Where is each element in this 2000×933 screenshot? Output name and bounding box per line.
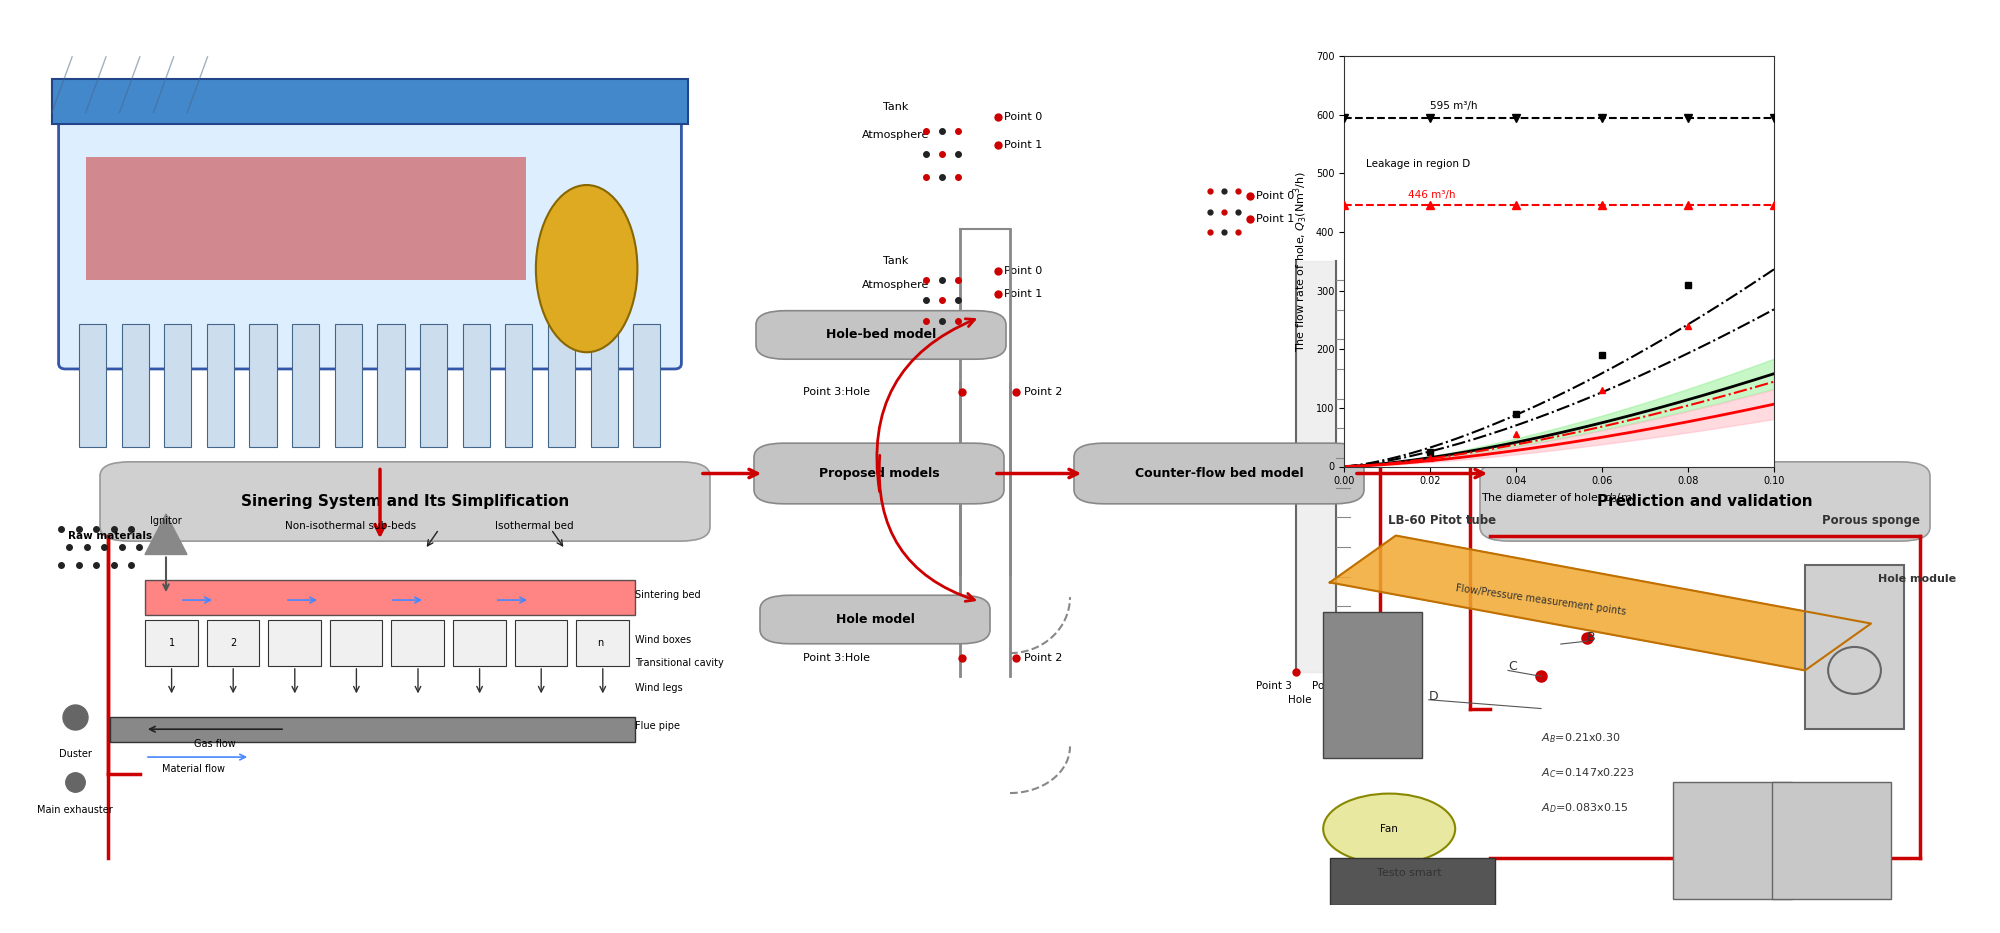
Bar — [268, 620, 320, 666]
Text: Point 2: Point 2 — [1312, 681, 1348, 691]
Text: C: C — [1508, 661, 1516, 674]
Text: $A_B$=0.21x0.30: $A_B$=0.21x0.30 — [1540, 731, 1620, 745]
Bar — [86, 157, 526, 280]
Bar — [206, 325, 234, 447]
Text: Hole model: Hole model — [836, 613, 914, 626]
Polygon shape — [1330, 536, 1872, 671]
Text: Point 0: Point 0 — [1004, 112, 1042, 121]
Text: Atmosphere: Atmosphere — [862, 280, 930, 289]
Y-axis label: The flow rate of hole, $Q_3$(Nm$^3$/h): The flow rate of hole, $Q_3$(Nm$^3$/h) — [1292, 171, 1310, 352]
Text: Point 1: Point 1 — [1004, 289, 1042, 299]
Text: Point 0: Point 0 — [1004, 266, 1042, 275]
Text: Flue pipe: Flue pipe — [636, 721, 680, 731]
Text: Point 2: Point 2 — [1024, 653, 1062, 662]
Text: Material flow: Material flow — [162, 764, 226, 774]
Bar — [110, 717, 636, 742]
Bar — [334, 325, 362, 447]
Text: Fan: Fan — [1380, 824, 1398, 834]
Bar — [392, 620, 444, 666]
Text: Tank: Tank — [884, 257, 908, 266]
Text: 595 m³/h: 595 m³/h — [1430, 101, 1478, 111]
Bar — [122, 325, 148, 447]
Text: Point 2: Point 2 — [1024, 387, 1062, 397]
Bar — [420, 325, 448, 447]
Text: Prediction and validation: Prediction and validation — [1598, 494, 1812, 509]
X-axis label: The diameter of hole, $d_3$(m): The diameter of hole, $d_3$(m) — [1480, 492, 1638, 506]
Bar — [1674, 782, 1792, 899]
FancyBboxPatch shape — [1480, 462, 1930, 541]
Text: Hole-bed model: Hole-bed model — [826, 328, 936, 341]
Bar — [548, 325, 576, 447]
Ellipse shape — [1324, 794, 1456, 864]
Text: Main exhauster: Main exhauster — [38, 805, 112, 815]
Text: Sinering System and Its Simplification: Sinering System and Its Simplification — [240, 494, 570, 509]
FancyBboxPatch shape — [760, 595, 990, 644]
Text: Point 3: Point 3 — [1256, 681, 1292, 691]
Bar — [250, 325, 276, 447]
Text: n: n — [596, 637, 604, 648]
Text: 2: 2 — [230, 637, 236, 648]
Bar — [378, 325, 404, 447]
Text: D: D — [1428, 689, 1438, 703]
Text: $A_D$=0.083x0.15: $A_D$=0.083x0.15 — [1540, 801, 1628, 815]
FancyBboxPatch shape — [100, 462, 710, 541]
Text: Hole: Hole — [1288, 695, 1312, 705]
FancyBboxPatch shape — [58, 107, 682, 369]
Text: Porous sponge: Porous sponge — [1822, 514, 1920, 527]
Bar — [52, 79, 688, 124]
Bar — [206, 620, 260, 666]
Text: Point 0: Point 0 — [1256, 191, 1294, 201]
Text: Wind boxes: Wind boxes — [636, 635, 692, 645]
Text: Point 3:Hole: Point 3:Hole — [804, 387, 870, 397]
Bar — [514, 620, 568, 666]
Text: Flow/Pressure measurement points: Flow/Pressure measurement points — [1456, 583, 1626, 617]
Bar — [634, 325, 660, 447]
Text: Point 1: Point 1 — [1004, 140, 1042, 149]
Text: Point 1: Point 1 — [1256, 215, 1294, 224]
Polygon shape — [144, 514, 188, 554]
Text: Testo smart: Testo smart — [1376, 868, 1442, 878]
Text: Proposed models: Proposed models — [818, 467, 940, 480]
Text: Isothermal bed: Isothermal bed — [496, 522, 574, 531]
Bar — [144, 579, 636, 615]
Text: Leakage in region D: Leakage in region D — [1366, 160, 1470, 170]
Text: Tank: Tank — [884, 103, 908, 112]
Bar — [452, 620, 506, 666]
Text: B: B — [1588, 631, 1596, 644]
Text: Ignitor: Ignitor — [150, 516, 182, 526]
Bar — [164, 325, 192, 447]
Text: 1: 1 — [168, 637, 174, 648]
FancyBboxPatch shape — [1074, 443, 1364, 504]
Text: LB-60 Pitot tube: LB-60 Pitot tube — [1388, 514, 1496, 527]
Text: Duster: Duster — [58, 749, 92, 759]
Bar — [292, 325, 320, 447]
Bar — [144, 620, 198, 666]
Text: $A_C$=0.147x0.223: $A_C$=0.147x0.223 — [1540, 766, 1634, 780]
Text: Counter-flow bed model: Counter-flow bed model — [1134, 467, 1304, 480]
Bar — [576, 620, 628, 666]
Bar — [506, 325, 532, 447]
Bar — [590, 325, 618, 447]
Text: B: B — [1310, 451, 1318, 464]
Bar — [1806, 564, 1904, 729]
Ellipse shape — [536, 185, 638, 353]
Text: Point 3:Hole: Point 3:Hole — [804, 653, 870, 662]
Bar — [78, 325, 106, 447]
FancyBboxPatch shape — [756, 311, 1006, 359]
Text: Atmosphere: Atmosphere — [862, 131, 930, 140]
Text: Hole module: Hole module — [1878, 575, 1956, 584]
Text: Wind legs: Wind legs — [636, 683, 682, 693]
Bar — [462, 325, 490, 447]
Bar — [1772, 782, 1890, 899]
FancyBboxPatch shape — [754, 443, 1004, 504]
Text: Raw materials: Raw materials — [68, 531, 152, 541]
Bar — [1330, 858, 1494, 905]
Text: Sintering bed: Sintering bed — [636, 590, 700, 600]
Bar — [330, 620, 382, 666]
Text: Gas flow: Gas flow — [194, 739, 236, 749]
Text: Transitional cavity: Transitional cavity — [636, 658, 724, 668]
Text: 446 m³/h: 446 m³/h — [1408, 190, 1456, 200]
Bar — [1324, 612, 1422, 759]
Text: Non-isothermal sub-beds: Non-isothermal sub-beds — [286, 522, 416, 531]
